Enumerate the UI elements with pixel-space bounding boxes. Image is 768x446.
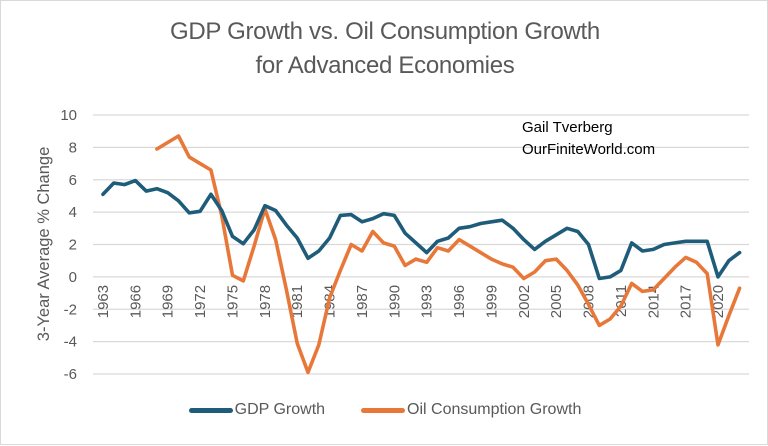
y-tick-label: 0 xyxy=(69,269,77,286)
oil-consumption-growth-line xyxy=(157,136,740,372)
y-tick-label: -4 xyxy=(64,334,77,351)
x-tick-label: 2017 xyxy=(678,285,695,318)
x-tick-label: 2005 xyxy=(548,285,565,318)
legend-swatch-oil xyxy=(361,408,405,413)
y-tick-label: 8 xyxy=(69,139,77,156)
x-tick-label: 1978 xyxy=(257,285,274,318)
legend: GDP Growth Oil Consumption Growth xyxy=(1,401,768,419)
annotation-website: OurFiniteWorld.com xyxy=(522,141,655,158)
y-tick-label: -2 xyxy=(64,301,77,318)
x-tick-label: 1972 xyxy=(192,285,209,318)
y-axis-label: 3-Year Average % Change xyxy=(35,147,53,341)
y-tick-label: 2 xyxy=(69,237,77,254)
legend-swatch-gdp xyxy=(189,408,233,413)
x-tick-label: 1966 xyxy=(127,285,144,318)
series-lines xyxy=(103,136,740,372)
legend-item-gdp[interactable]: GDP Growth xyxy=(189,401,325,419)
legend-label-gdp: GDP Growth xyxy=(235,401,325,419)
legend-item-oil[interactable]: Oil Consumption Growth xyxy=(361,401,581,419)
legend-label-oil: Oil Consumption Growth xyxy=(407,401,581,419)
x-tick-label: 1969 xyxy=(160,285,177,318)
y-tick-label: 4 xyxy=(69,204,77,221)
x-tick-label: 1987 xyxy=(354,285,371,318)
gdp-growth-line xyxy=(103,181,740,279)
annotation-author: Gail Tverberg xyxy=(522,119,613,136)
gdp-data-points xyxy=(103,181,740,279)
y-tick-label: 6 xyxy=(69,172,77,189)
x-tick-label: 1999 xyxy=(483,285,500,318)
x-tick-label: 1963 xyxy=(95,285,112,318)
x-tick-label: 1975 xyxy=(224,285,241,318)
x-tick-label: 1993 xyxy=(419,285,436,318)
y-tick-label: -6 xyxy=(64,366,77,383)
x-tick-label: 1996 xyxy=(451,285,468,318)
oil-data-points xyxy=(157,136,740,372)
y-axis-ticks: 10 8 6 4 2 0 -2 -4 -6 xyxy=(60,107,77,383)
x-tick-label: 1990 xyxy=(386,285,403,318)
x-tick-label: 2002 xyxy=(516,285,533,318)
y-tick-label: 10 xyxy=(60,107,77,124)
